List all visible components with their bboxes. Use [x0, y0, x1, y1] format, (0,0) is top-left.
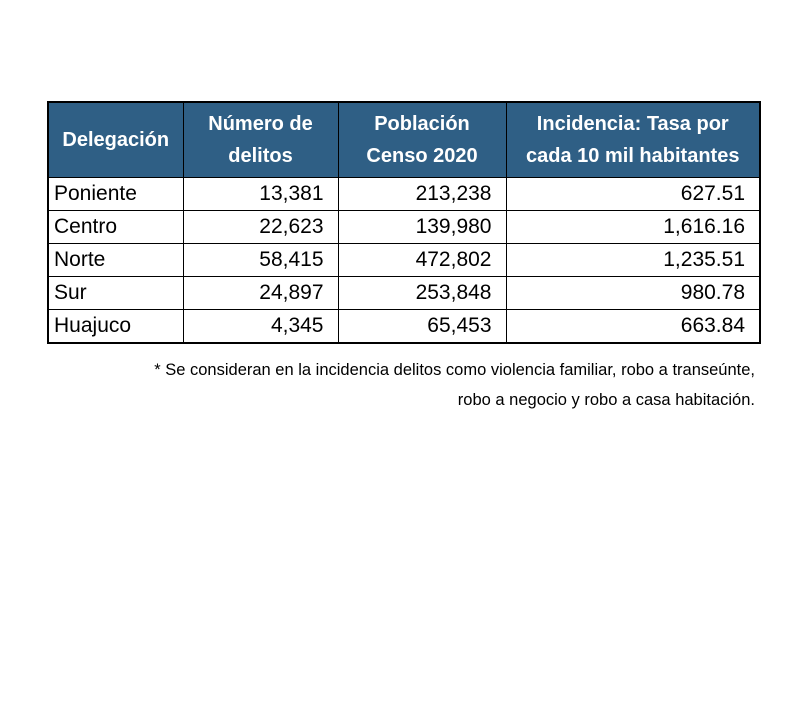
cell-incidencia: 980.78	[505, 276, 761, 310]
cell-poblacion: 139,980	[337, 210, 507, 244]
table-row: Poniente 13,381 213,238 627.51	[47, 177, 761, 211]
cell-delegacion: Centro	[47, 210, 184, 244]
table-row: Sur 24,897 253,848 980.78	[47, 276, 761, 310]
header-delegacion: Delegación	[48, 102, 184, 178]
cell-delegacion: Poniente	[47, 177, 184, 211]
footnote-line-2: robo a negocio y robo a casa habitación.	[457, 391, 755, 409]
cell-delegacion: Huajuco	[47, 309, 184, 344]
table-row: Centro 22,623 139,980 1,616.16	[47, 210, 761, 244]
cell-delitos: 24,897	[182, 276, 339, 310]
crime-incidence-table: Delegación Número de delitos Población C…	[47, 101, 761, 344]
cell-poblacion: 472,802	[337, 243, 507, 277]
cell-poblacion: 253,848	[337, 276, 507, 310]
table-row: Norte 58,415 472,802 1,235.51	[47, 243, 761, 277]
cell-delitos: 58,415	[182, 243, 339, 277]
cell-delitos: 22,623	[182, 210, 339, 244]
table-header-row: Delegación Número de delitos Población C…	[48, 102, 761, 178]
cell-incidencia: 627.51	[505, 177, 761, 211]
cell-delitos: 4,345	[182, 309, 339, 344]
cell-poblacion: 213,238	[337, 177, 507, 211]
table-row: Huajuco 4,345 65,453 663.84	[47, 309, 761, 344]
cell-incidencia: 1,616.16	[505, 210, 761, 244]
cell-delitos: 13,381	[182, 177, 339, 211]
cell-poblacion: 65,453	[337, 309, 507, 344]
footnote: * Se consideran en la incidencia delitos…	[55, 355, 755, 415]
header-poblacion: Población Censo 2020	[338, 102, 507, 178]
cell-incidencia: 1,235.51	[505, 243, 761, 277]
cell-delegacion: Sur	[47, 276, 184, 310]
footnote-line-1: * Se consideran en la incidencia delitos…	[154, 361, 755, 379]
cell-incidencia: 663.84	[505, 309, 761, 344]
cell-delegacion: Norte	[47, 243, 184, 277]
header-incidencia: Incidencia: Tasa por cada 10 mil habitan…	[506, 102, 761, 178]
header-numero-delitos: Número de delitos	[183, 102, 339, 178]
